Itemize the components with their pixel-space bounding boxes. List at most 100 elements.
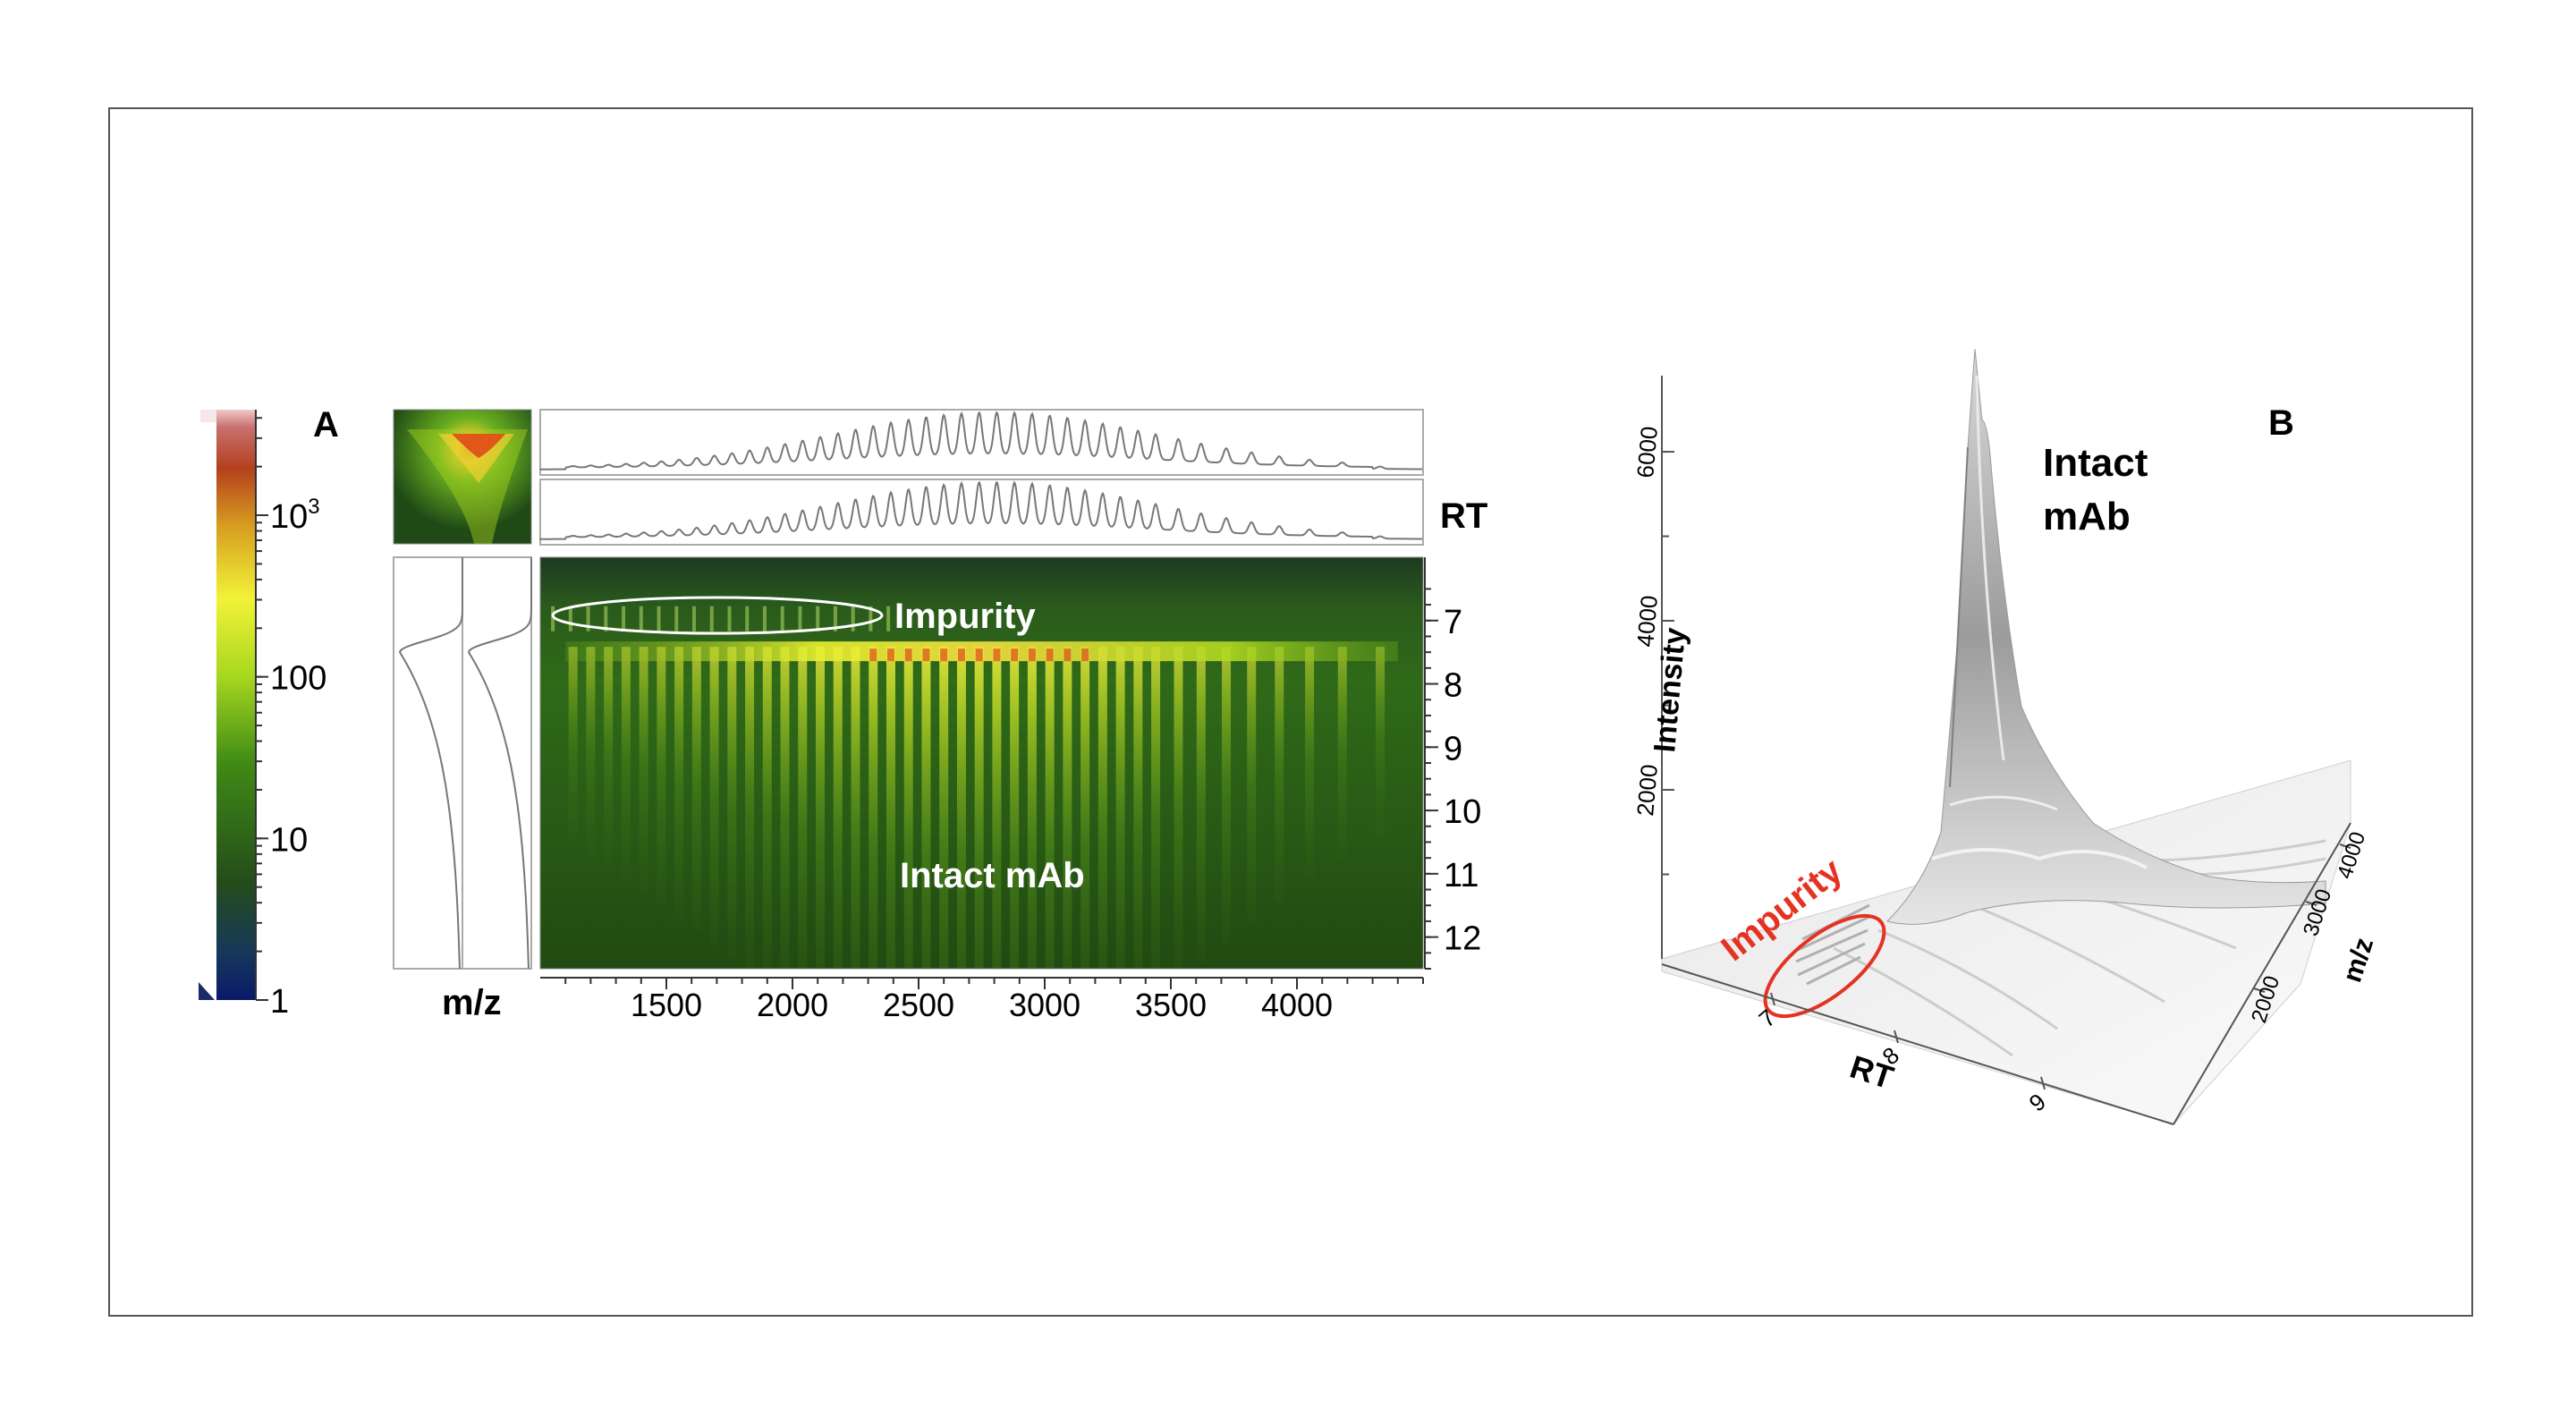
heatmap-band xyxy=(1196,647,1206,963)
rt-tick-label: 7 xyxy=(1444,604,1462,641)
colorbar-tick-label: 100 xyxy=(270,660,326,698)
heatmap-hotspot xyxy=(886,648,894,662)
mz-tick-label: 2500 xyxy=(883,987,954,1023)
rt-axis: 7 8 9 10 11 12 xyxy=(1424,557,1481,970)
mz-tick-label: 3000 xyxy=(1009,987,1080,1023)
intensity-tick-label: 4000 xyxy=(1631,594,1663,648)
mz3-tick xyxy=(2253,987,2266,993)
heatmap-band xyxy=(568,647,578,846)
heatmap-band xyxy=(956,647,966,969)
mz-spectrum-bottom xyxy=(539,480,1423,540)
annotation-impurity: Impurity xyxy=(894,597,1037,636)
rt-tick-label: 10 xyxy=(1444,793,1481,831)
impurity-ellipse xyxy=(551,596,884,635)
impurity-trace xyxy=(657,606,661,631)
heatmap-hotspot xyxy=(1063,648,1072,662)
heatmap-band xyxy=(745,647,755,969)
heatmap-bands xyxy=(565,641,1398,969)
mz-axis-title: m/z xyxy=(442,983,502,1022)
heatmap-band xyxy=(780,647,790,969)
heatmap-hotspot xyxy=(869,648,877,662)
heatmap-band xyxy=(1133,647,1143,969)
surface-floor xyxy=(1661,759,2351,1125)
impurity-trace xyxy=(674,606,679,631)
impurity-trace xyxy=(551,606,555,631)
colorbar: 1 10 100 103 xyxy=(199,410,326,1021)
heatmap-hotspot xyxy=(922,648,930,662)
heatmap-band xyxy=(1045,647,1055,969)
mz-spectra xyxy=(539,409,1424,546)
heatmap-band xyxy=(816,647,826,969)
heatmap-band xyxy=(1097,647,1107,969)
heatmap-band xyxy=(1222,647,1232,944)
rt-chromatograms xyxy=(393,556,532,970)
panel-a: A 1 10 100 103 RT xyxy=(199,405,1487,1023)
heatmap-hotspot xyxy=(1046,648,1054,662)
rt-axis-title: RT xyxy=(1440,496,1487,536)
panel-b-label: B xyxy=(2268,403,2294,443)
rt-tick-label: 8 xyxy=(1444,667,1462,705)
heatmap-band xyxy=(1275,647,1284,903)
mz3-tick xyxy=(2305,901,2318,906)
rt3-tick-label: 9 xyxy=(2024,1088,2051,1116)
intensity-tick-label: 6000 xyxy=(1631,425,1663,479)
colorbar-ticks: 1 10 100 103 xyxy=(256,417,326,1021)
impurity-trace xyxy=(568,606,572,631)
heatmap-band xyxy=(1337,647,1347,860)
colorbar-tick-label: 1 xyxy=(270,983,289,1021)
impurity-trace xyxy=(869,606,873,631)
colorbar-tick-label: 10 xyxy=(270,821,308,859)
heatmap-band xyxy=(903,647,913,969)
heatmap-hotspot xyxy=(1011,648,1019,662)
heatmap-band xyxy=(833,647,843,969)
heatmap-band xyxy=(886,647,895,969)
heatmap-hotspot xyxy=(940,648,948,662)
heatmap-hotspot xyxy=(957,648,965,662)
heatmap-hotspot xyxy=(1081,648,1089,662)
intact-mab-peak xyxy=(1886,348,2326,925)
peak-label-intact: Intact xyxy=(2043,441,2148,485)
colorbar-low-marker xyxy=(199,982,215,1000)
heatmap-band xyxy=(1063,647,1072,969)
impurity-trace xyxy=(745,606,750,631)
heatmap-band xyxy=(798,647,808,969)
impurity-trace xyxy=(886,606,891,631)
rt3-tick xyxy=(2040,1076,2046,1090)
rt-tick-label: 9 xyxy=(1444,730,1462,767)
impurity-trace xyxy=(604,606,608,631)
heatmap-band xyxy=(1247,647,1257,924)
mz-title-3d: m/z xyxy=(2337,934,2379,986)
impurity-trace xyxy=(833,606,837,631)
mz3-tick xyxy=(2339,843,2351,849)
impurity-trace xyxy=(851,606,855,631)
heatmap-band xyxy=(1010,647,1020,969)
impurity-ellipse-3d xyxy=(1763,913,1886,1019)
heatmap-band xyxy=(586,647,596,857)
mz-tick-label: 2000 xyxy=(757,987,828,1023)
heatmap-band xyxy=(1080,647,1090,969)
rt-chromatogram-right xyxy=(467,557,532,969)
rt3-tick xyxy=(1770,992,1775,1006)
rt-chromatogram-left xyxy=(398,557,463,969)
heatmap-band xyxy=(1174,647,1183,969)
impurity-trace xyxy=(586,606,590,631)
thumbnail-heatmap xyxy=(393,409,532,545)
main-heatmap: Impurity Intact mAb xyxy=(539,556,1424,970)
heatmap-band xyxy=(851,647,860,969)
intensity-tick-label: 2000 xyxy=(1631,763,1663,817)
heatmap-band xyxy=(674,647,684,919)
heatmap-band xyxy=(921,647,931,969)
heatmap-band xyxy=(762,647,772,969)
impurity-trace xyxy=(798,606,802,631)
mz-axis: 1500 2000 2500 3000 3500 4000 xyxy=(540,977,1424,1023)
heatmap-band xyxy=(992,647,1002,969)
heatmap-band xyxy=(691,647,701,932)
impurity-trace xyxy=(780,606,784,631)
impurity-trace xyxy=(709,606,714,631)
heatmap-band xyxy=(1376,647,1385,837)
mz-tick-label: 1500 xyxy=(631,987,702,1023)
heatmap-band xyxy=(727,647,737,960)
colorbar-tick-label: 103 xyxy=(270,495,320,536)
peak-label-mab: mAb xyxy=(2043,495,2131,538)
